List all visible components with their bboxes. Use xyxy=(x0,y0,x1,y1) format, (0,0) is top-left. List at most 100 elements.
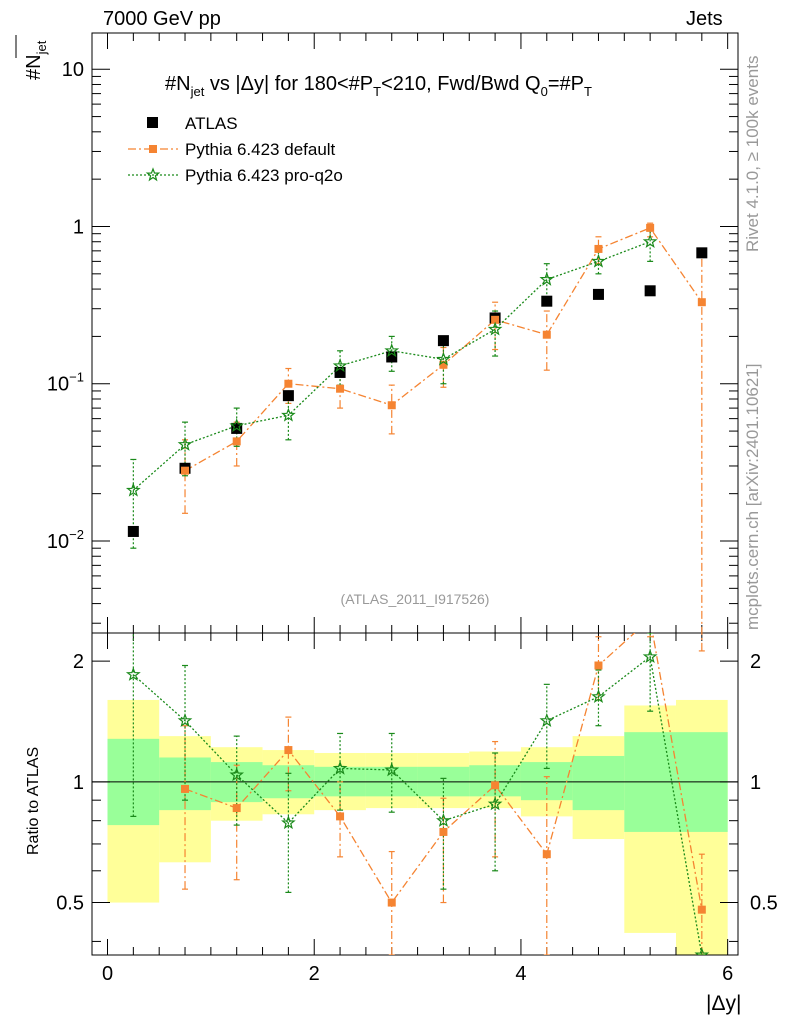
proq2o-point-6 xyxy=(436,351,451,366)
proq2o-ratio-point-6 xyxy=(436,812,451,827)
xtick-label-1: 2 xyxy=(309,963,320,985)
atlas-point-11 xyxy=(696,247,708,259)
default-point-3 xyxy=(284,379,293,388)
default-point-10 xyxy=(646,223,655,232)
main-y-ticks: 10−2 10−1 1 10 xyxy=(47,59,738,624)
default-ratio-point-11 xyxy=(697,905,706,914)
default-ratio-point-1 xyxy=(181,784,190,793)
proq2o-point-4 xyxy=(332,358,348,373)
proq2o-ratio-line xyxy=(132,655,703,955)
atlas-point-8 xyxy=(541,295,553,307)
main-ytick-label-1: 10−1 xyxy=(47,370,84,396)
proq2o-ratio-point-11 xyxy=(694,947,710,955)
xtick-label-3: 6 xyxy=(722,963,733,985)
energy-label: 7000 GeV pp xyxy=(103,8,221,30)
default-point-7 xyxy=(491,315,500,324)
default-ratio-point-8 xyxy=(542,850,551,859)
x-axis-label: |Δy| xyxy=(706,992,741,1015)
ratio-ytick-label-left-2: 2 xyxy=(73,651,84,673)
atlas-point-9 xyxy=(592,288,604,300)
proq2o-ratio-point-8 xyxy=(539,712,555,728)
legend-label-atlas: ATLAS xyxy=(185,114,238,133)
default-ratio-point-2 xyxy=(232,804,241,813)
proq2o-point-9 xyxy=(591,253,606,268)
ratio-plot-frame xyxy=(91,632,739,956)
title-part-a: #N xyxy=(165,73,191,95)
chart-title: #Njet vs |Δy| for 180<#PT<210, Fwd/Bwd Q… xyxy=(165,73,592,99)
proq2o-ratio-point-2 xyxy=(229,767,245,782)
ratio-bands xyxy=(107,699,728,955)
ratio-ytick-label-left-1: 1 xyxy=(73,772,84,794)
main-y-axis-label: #Njet xyxy=(23,40,49,80)
atlas-point-6 xyxy=(437,335,449,347)
proq2o-main-line xyxy=(132,241,651,491)
main-ytick-label-2: 1 xyxy=(73,216,84,238)
legend-marker-atlas xyxy=(147,117,158,128)
proq2o-point-3 xyxy=(281,407,296,422)
proq2o-point-8 xyxy=(539,271,555,286)
default-ratio-point-9 xyxy=(594,661,603,670)
proq2o-ratio-point-4 xyxy=(332,760,348,775)
xtick-label-2: 4 xyxy=(515,963,526,985)
y-label-base: #N xyxy=(23,54,45,80)
default-ratio-point-4 xyxy=(336,812,345,821)
atlas-point-0 xyxy=(127,525,139,537)
default-point-8 xyxy=(542,330,551,339)
ratio-ytick-label-right-2: 2 xyxy=(750,651,761,673)
proq2o-ratio-point-0 xyxy=(125,666,141,681)
xtick-label-0: 0 xyxy=(102,963,113,985)
title-part-g: =#P xyxy=(548,73,584,95)
main-ytick-label-0: 10−2 xyxy=(47,527,84,553)
default-point-9 xyxy=(594,244,603,253)
ratio-series xyxy=(125,633,710,955)
y-label-sub: jet xyxy=(34,40,49,55)
default-point-1 xyxy=(181,466,190,475)
title-part-e: <210, Fwd/Bwd Q xyxy=(381,73,541,95)
main-ytick-label-3: 10 xyxy=(62,59,84,81)
proq2o-point-1 xyxy=(177,436,193,451)
ratio-ytick-label-right-0: 0.5 xyxy=(750,893,778,915)
legend-marker-proq2o xyxy=(145,167,161,182)
proq2o-ratio-point-3 xyxy=(281,815,296,830)
proq2o-point-7 xyxy=(487,321,503,336)
title-part-f: 0 xyxy=(541,84,548,99)
proq2o-point-2 xyxy=(229,418,245,433)
main-plot-frame xyxy=(91,32,739,634)
proq2o-ratio-point-7 xyxy=(487,796,503,811)
ratio-y-ticks: 0.5 0.5 1 1 2 2 xyxy=(56,651,778,942)
atlas-point-4 xyxy=(334,366,346,378)
atlas-point-10 xyxy=(644,285,656,297)
proq2o-ratio-point-9 xyxy=(591,688,606,704)
title-part-d: T xyxy=(373,84,381,99)
default-ratio-point-3 xyxy=(284,746,293,755)
default-point-11 xyxy=(697,298,706,307)
legend-marker-default xyxy=(149,145,157,153)
proq2o-ratio-point-5 xyxy=(384,762,400,777)
default-point-5 xyxy=(387,401,396,410)
proq2o-ratio-point-1 xyxy=(177,712,193,728)
proq2o-point-0 xyxy=(125,482,141,497)
atlas-point-3 xyxy=(282,390,294,402)
proq2o-ratio-point-10 xyxy=(642,649,658,664)
atlas-point-5 xyxy=(386,351,398,363)
default-ratio-point-6 xyxy=(439,827,448,836)
x-ticks: 0 2 4 6 xyxy=(102,33,733,985)
ratio-ytick-label-left-0: 0.5 xyxy=(56,893,84,915)
main-series xyxy=(125,222,708,652)
ratio-ytick-label-right-1: 1 xyxy=(750,772,761,794)
default-ratio-point-5 xyxy=(387,898,396,907)
band-inner-9 xyxy=(572,755,625,811)
proq2o-point-5 xyxy=(384,343,400,358)
title-part-c: vs |Δy| for 180<#P xyxy=(204,73,373,95)
default-point-4 xyxy=(336,384,345,393)
category-label: Jets xyxy=(686,8,723,30)
legend: ATLAS Pythia 6.423 default Pythia 6.423 … xyxy=(128,114,343,185)
proq2o-point-10 xyxy=(642,233,658,249)
ratio-y-axis-label: Ratio to ATLAS xyxy=(25,747,42,855)
default-point-2 xyxy=(232,437,241,446)
title-part-h: T xyxy=(584,84,592,99)
legend-label-default: Pythia 6.423 default xyxy=(185,140,336,159)
legend-label-proq2o: Pythia 6.423 pro-q2o xyxy=(185,166,343,185)
analysis-id: (ATLAS_2011_I917526) xyxy=(341,591,490,607)
